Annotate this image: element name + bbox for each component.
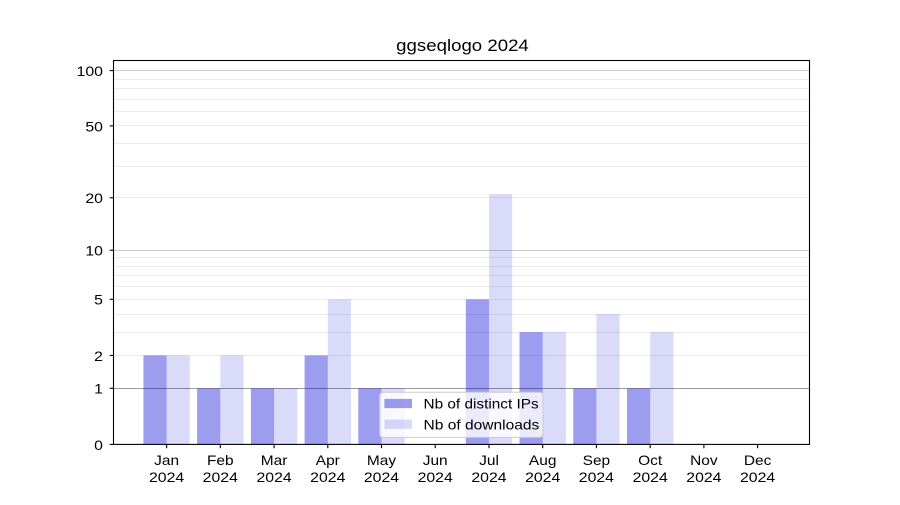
svg-text:2024: 2024 [633,470,669,485]
svg-text:2024: 2024 [418,470,454,485]
svg-text:Jun: Jun [423,453,448,468]
svg-text:0: 0 [94,438,103,453]
svg-text:Sep: Sep [583,453,611,468]
svg-text:10: 10 [85,244,103,259]
svg-text:100: 100 [77,64,104,79]
svg-text:20: 20 [85,191,103,206]
svg-text:May: May [367,453,396,468]
svg-text:2024: 2024 [686,470,722,485]
svg-text:2024: 2024 [579,470,615,485]
svg-text:Jan: Jan [154,453,179,468]
svg-text:Mar: Mar [261,453,288,468]
svg-text:Aug: Aug [529,453,557,468]
svg-text:50: 50 [85,119,103,134]
svg-text:2024: 2024 [364,470,400,485]
svg-text:5: 5 [94,293,103,308]
svg-text:2024: 2024 [149,470,185,485]
svg-text:1: 1 [94,382,103,397]
svg-text:ggseqlogo 2024: ggseqlogo 2024 [396,36,529,55]
svg-text:2024: 2024 [471,470,507,485]
svg-text:Apr: Apr [316,453,341,468]
svg-text:Jul: Jul [479,453,499,468]
svg-text:Nb of distinct IPs: Nb of distinct IPs [424,397,539,412]
svg-text:2024: 2024 [740,470,776,485]
svg-text:2024: 2024 [310,470,346,485]
svg-text:Nb of downloads: Nb of downloads [424,417,540,432]
svg-text:Dec: Dec [744,453,772,468]
svg-text:Oct: Oct [638,453,662,468]
svg-text:Nov: Nov [690,453,718,468]
svg-text:2024: 2024 [203,470,239,485]
svg-text:2024: 2024 [525,470,561,485]
svg-text:2: 2 [94,349,103,364]
svg-text:Feb: Feb [207,453,234,468]
svg-text:2024: 2024 [257,470,293,485]
